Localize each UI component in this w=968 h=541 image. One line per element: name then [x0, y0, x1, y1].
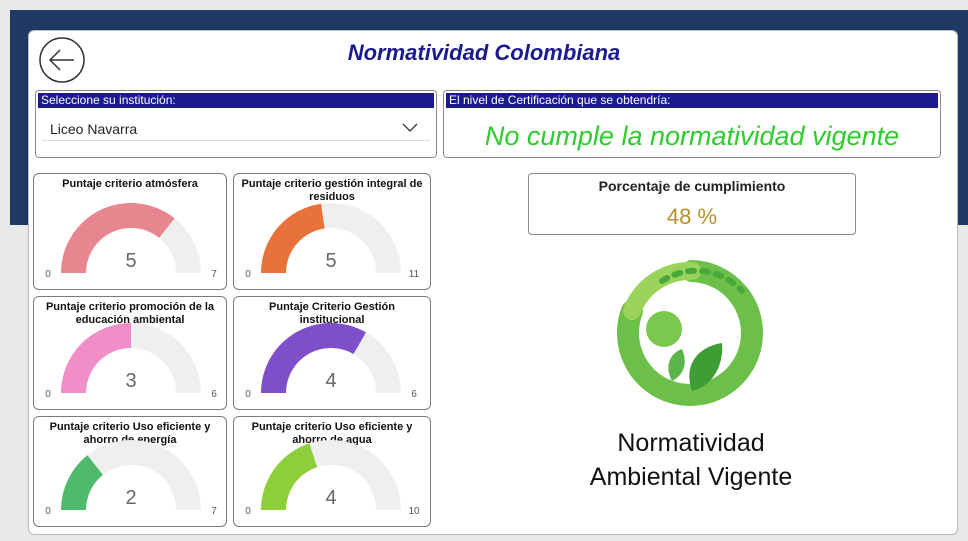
gauge-tick-label: 6	[211, 389, 217, 400]
gauge-value: 2	[125, 487, 136, 509]
gauge-card: Puntaje criterio promoción de la educaci…	[33, 296, 227, 410]
logo-emblem	[617, 260, 763, 406]
gauge-tick-label: 11	[409, 269, 420, 280]
gauge-fill	[261, 443, 318, 510]
gauge-value: 3	[125, 370, 136, 392]
gauge-fill	[261, 203, 325, 273]
gauge-tick-label: 0	[245, 389, 251, 400]
logo-text: Ambiental Vigente	[589, 463, 793, 491]
divider	[42, 140, 430, 141]
gauge: 0 6 4	[245, 323, 417, 400]
gauge-tick-label: 10	[408, 506, 420, 517]
gauge-tick-label: 0	[245, 506, 251, 517]
gauge-tick-label: 0	[245, 269, 251, 280]
gauge-value: 5	[325, 250, 336, 272]
gauge-card: Puntaje criterio Uso eficiente y ahorro …	[233, 416, 431, 527]
gauge-track	[61, 440, 201, 510]
gauge: 0 7 5	[45, 203, 217, 280]
gauge-tick-label: 7	[211, 506, 217, 517]
gauge-tick-label: 7	[211, 269, 217, 280]
gauge-tick-label: 0	[45, 389, 51, 400]
gauge-fill	[61, 203, 175, 273]
gauge: 0 6 3	[45, 323, 217, 400]
certification-label: El nivel de Certificación que se obtendr…	[446, 93, 938, 108]
gauge-tick-label: 0	[45, 506, 51, 517]
institution-selector[interactable]: Seleccione su institución: Liceo Navarra	[35, 90, 437, 158]
gauge-title: Puntaje criterio promoción de la educaci…	[45, 301, 215, 326]
certification-value: No cumple la normatividad vigente	[484, 121, 900, 151]
percentage-title: Porcentaje de cumplimiento	[598, 178, 786, 194]
gauge-fill	[61, 323, 131, 393]
selector-label: Seleccione su institución:	[38, 93, 434, 108]
page-title: Normatividad Colombiana	[347, 40, 621, 65]
back-button[interactable]	[38, 36, 88, 86]
dropdown-chevron[interactable]	[402, 123, 418, 133]
gauge-tick-label: 6	[411, 389, 417, 400]
gauge-card: Puntaje Criterio Gestión institucional 0 6…	[233, 296, 431, 410]
logo-text: Normatividad	[617, 429, 765, 457]
gauge-title: Puntaje criterio gestión integral de res…	[241, 178, 423, 203]
gauge-card: Puntaje criterio gestión integral de res…	[233, 173, 431, 290]
selector-value[interactable]: Liceo Navarra	[50, 121, 138, 137]
gauge: 0 7 2	[45, 440, 217, 517]
gauge-title: Puntaje criterio atmósfera	[62, 178, 198, 190]
gauge: 0 11 5	[245, 203, 420, 280]
gauge-value: 4	[325, 487, 336, 509]
gauge-card: Puntaje criterio atmósfera 0 7 5	[33, 173, 227, 290]
gauge-fill	[61, 455, 103, 510]
gauge-fill	[261, 323, 366, 393]
percentage-card: Porcentaje de cumplimiento 48 %	[528, 173, 856, 235]
gauge-title: Puntaje criterio Uso eficiente y ahorro …	[49, 421, 211, 446]
gauge-value: 5	[125, 250, 136, 272]
gauge-title: Puntaje Criterio Gestión institucional	[269, 301, 395, 326]
gauge-card: Puntaje criterio Uso eficiente y ahorro …	[33, 416, 227, 527]
gauge-value: 4	[325, 370, 336, 392]
certification-card: El nivel de Certificación que se obtendr…	[443, 90, 941, 158]
logo: Normatividad Ambiental Vigente	[552, 251, 830, 506]
gauge-tick-label: 0	[45, 269, 51, 280]
percentage-value: 48 %	[666, 204, 718, 229]
gauge: 0 10 4	[245, 440, 420, 517]
